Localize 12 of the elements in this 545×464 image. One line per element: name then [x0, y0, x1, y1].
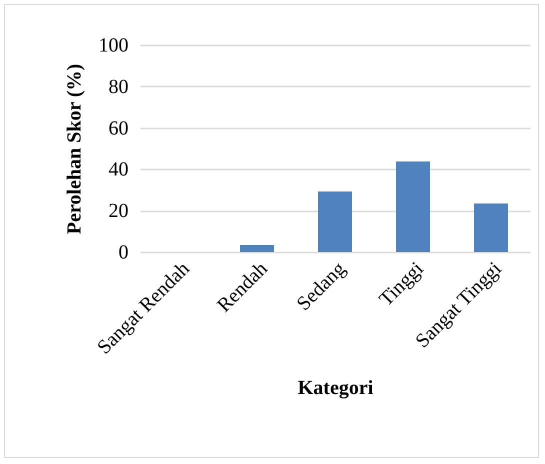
y-tick-label: 40 [108, 158, 128, 181]
y-tick-label: 100 [98, 34, 128, 56]
y-tick-label: 20 [108, 200, 128, 222]
x-axis-title: Kategori [298, 376, 374, 399]
bar [240, 244, 274, 252]
y-axis-title: Perolehan Skor (%) [64, 64, 86, 234]
bar [318, 192, 352, 252]
bar [396, 162, 430, 252]
y-tick-label: 60 [108, 117, 128, 140]
y-tick-label: 0 [118, 242, 128, 264]
y-tick-label: 80 [108, 76, 128, 98]
bar [474, 204, 508, 252]
